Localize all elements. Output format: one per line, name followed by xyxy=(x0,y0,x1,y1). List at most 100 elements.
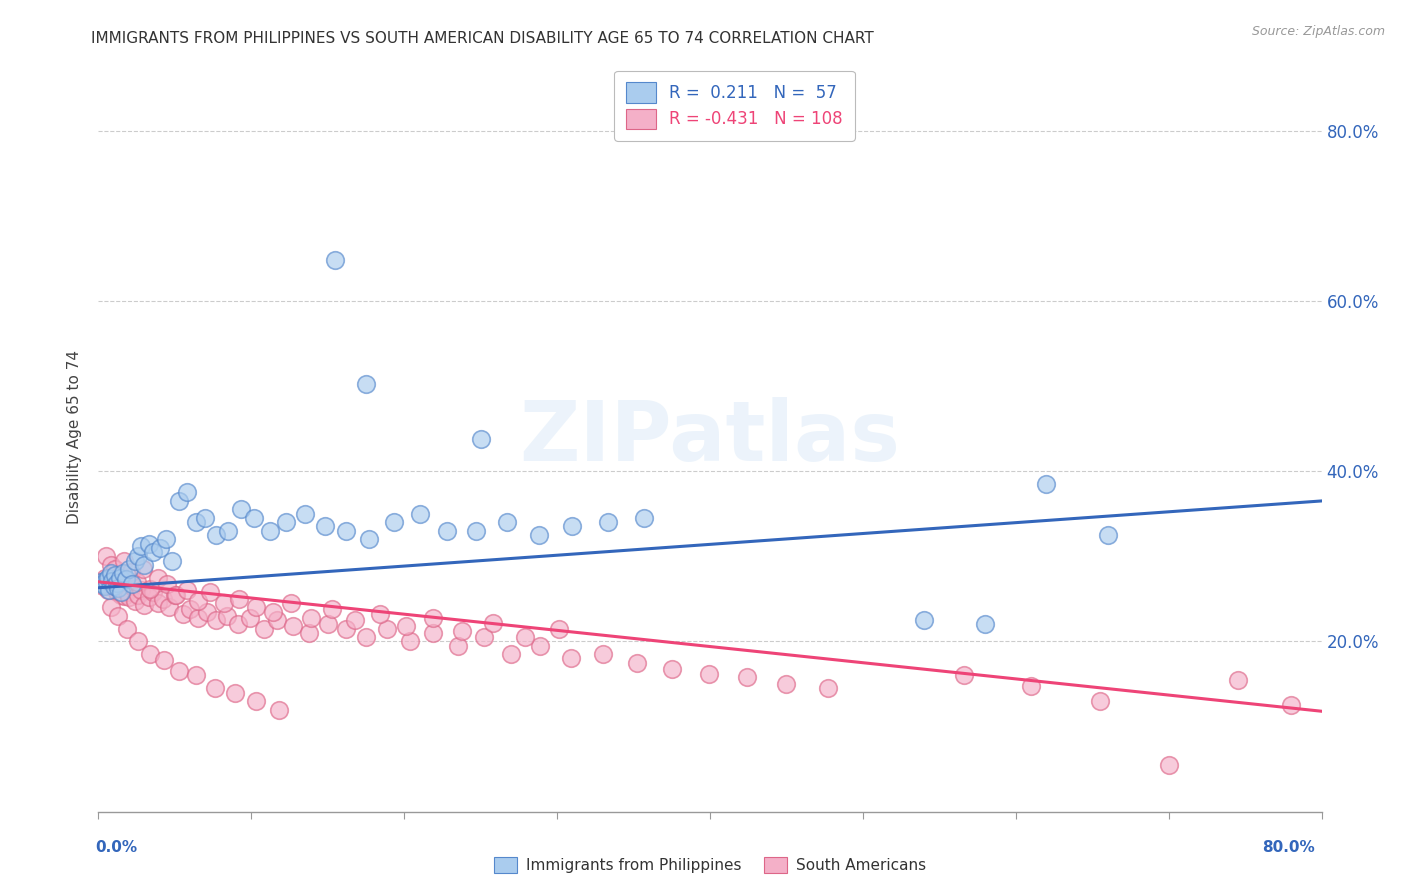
Point xyxy=(298,626,321,640)
Point xyxy=(377,622,399,636)
Point xyxy=(422,610,444,624)
Point xyxy=(204,681,226,696)
Point xyxy=(94,576,117,591)
Point xyxy=(212,596,235,610)
Point xyxy=(169,664,191,678)
Point xyxy=(294,507,316,521)
Point xyxy=(1019,679,1042,693)
Legend: R =  0.211   N =  57, R = -0.431   N = 108: R = 0.211 N = 57, R = -0.431 N = 108 xyxy=(614,70,855,141)
Point xyxy=(93,579,115,593)
Point xyxy=(472,630,495,644)
Point xyxy=(172,607,194,622)
Point xyxy=(592,647,614,661)
Point xyxy=(259,524,281,538)
Point xyxy=(97,583,120,598)
Point xyxy=(176,583,198,598)
Point xyxy=(501,647,523,661)
Point xyxy=(1035,476,1057,491)
Point xyxy=(94,549,117,564)
Point xyxy=(134,598,156,612)
Text: 0.0%: 0.0% xyxy=(96,840,138,855)
Point xyxy=(513,630,536,644)
Point xyxy=(155,533,177,547)
Point xyxy=(160,553,183,567)
Point xyxy=(149,541,172,555)
Point xyxy=(142,545,165,559)
Point xyxy=(229,502,252,516)
Point xyxy=(344,613,367,627)
Point xyxy=(117,585,139,599)
Point xyxy=(596,515,619,529)
Point xyxy=(661,662,683,676)
Text: IMMIGRANTS FROM PHILIPPINES VS SOUTH AMERICAN DISABILITY AGE 65 TO 74 CORRELATIO: IMMIGRANTS FROM PHILIPPINES VS SOUTH AME… xyxy=(91,31,875,46)
Point xyxy=(436,524,458,538)
Point xyxy=(124,593,146,607)
Point xyxy=(125,574,148,589)
Point xyxy=(281,619,304,633)
Point xyxy=(527,528,550,542)
Point xyxy=(321,602,343,616)
Point xyxy=(169,494,191,508)
Point xyxy=(91,576,114,591)
Point xyxy=(408,507,430,521)
Point xyxy=(447,639,470,653)
Point xyxy=(325,252,347,267)
Point xyxy=(108,568,131,582)
Point xyxy=(97,571,120,585)
Point xyxy=(697,666,720,681)
Point xyxy=(152,591,174,606)
Point xyxy=(127,549,149,564)
Point xyxy=(395,619,418,633)
Point xyxy=(104,576,127,591)
Point xyxy=(215,608,238,623)
Point xyxy=(91,579,114,593)
Point xyxy=(100,600,122,615)
Point xyxy=(103,579,125,593)
Point xyxy=(1226,673,1249,687)
Point xyxy=(243,511,266,525)
Point xyxy=(157,600,180,615)
Point xyxy=(153,653,176,667)
Point xyxy=(775,677,797,691)
Point xyxy=(105,575,128,590)
Point xyxy=(205,528,228,542)
Point xyxy=(94,573,117,587)
Point xyxy=(422,626,444,640)
Point xyxy=(121,576,143,591)
Point xyxy=(482,615,505,630)
Point xyxy=(316,617,339,632)
Point xyxy=(495,515,517,529)
Point xyxy=(1097,528,1119,542)
Point xyxy=(1088,694,1111,708)
Point xyxy=(354,630,377,644)
Point xyxy=(299,610,322,624)
Point xyxy=(245,694,267,708)
Point xyxy=(127,634,149,648)
Point xyxy=(101,574,124,588)
Point xyxy=(100,568,122,582)
Y-axis label: Disability Age 65 to 74: Disability Age 65 to 74 xyxy=(67,350,83,524)
Point xyxy=(1279,698,1302,713)
Point xyxy=(156,576,179,591)
Point xyxy=(146,596,169,610)
Point xyxy=(239,610,262,624)
Text: ZIPatlas: ZIPatlas xyxy=(520,397,900,477)
Point xyxy=(176,485,198,500)
Point xyxy=(138,590,160,604)
Point xyxy=(121,579,143,593)
Point xyxy=(335,524,357,538)
Point xyxy=(138,536,160,550)
Point xyxy=(101,579,124,593)
Point xyxy=(105,585,128,599)
Point xyxy=(142,585,165,599)
Point xyxy=(735,670,758,684)
Point xyxy=(129,539,152,553)
Point xyxy=(280,596,302,610)
Point xyxy=(129,583,152,598)
Point xyxy=(187,593,209,607)
Point xyxy=(108,582,131,596)
Point xyxy=(115,583,138,598)
Point xyxy=(139,582,162,596)
Point xyxy=(354,377,377,392)
Point xyxy=(107,581,129,595)
